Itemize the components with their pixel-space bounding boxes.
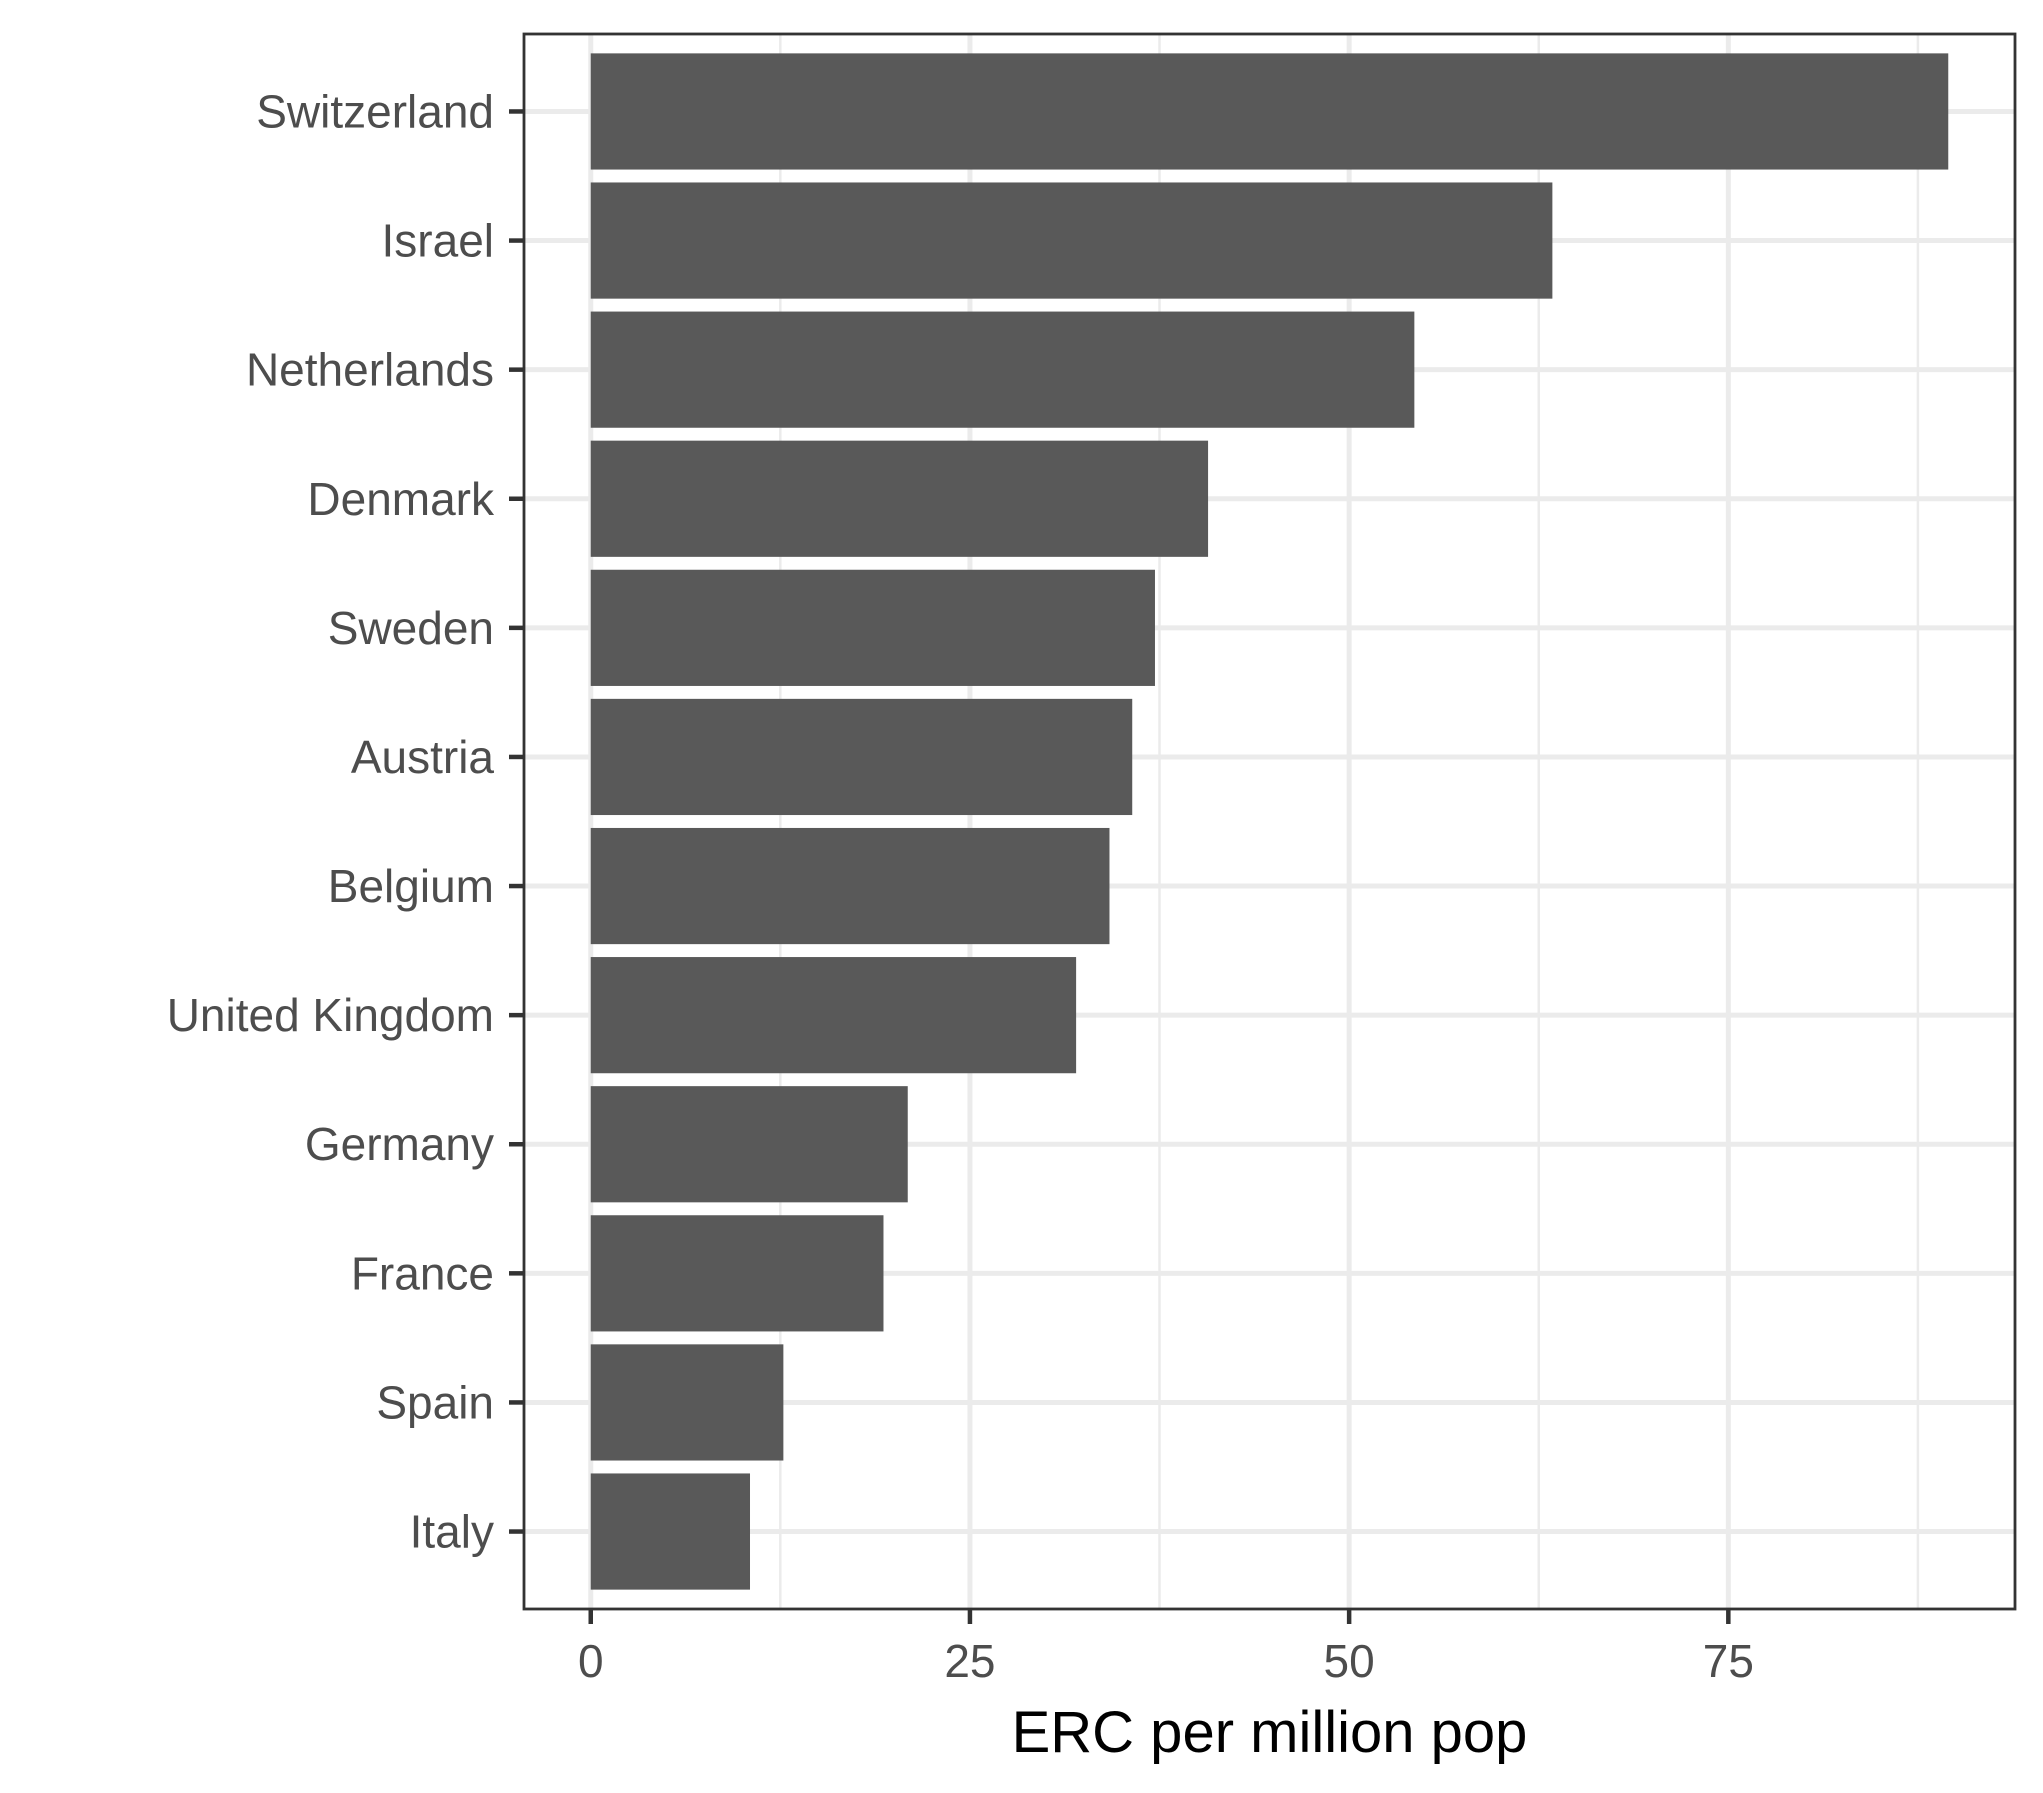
x-tick-label: 75 — [1703, 1635, 1754, 1687]
y-tick-label: Netherlands — [246, 344, 494, 396]
bar — [590, 53, 1949, 170]
y-tick-label: Denmark — [307, 473, 495, 525]
x-tick-label: 0 — [578, 1635, 604, 1687]
y-tick-label: Israel — [382, 215, 494, 267]
bar — [590, 569, 1155, 686]
bar — [590, 1215, 884, 1332]
bar — [590, 698, 1133, 816]
y-axis: Switzerland Israel Netherlands Denmark Swede… — [167, 85, 524, 1558]
x-axis-title: ERC per million pop — [1012, 1700, 1528, 1765]
x-axis: 0 25 50 75 — [578, 1609, 1754, 1687]
bar — [590, 957, 1077, 1074]
y-tick-label: Austria — [351, 731, 495, 783]
bar — [590, 1086, 908, 1203]
y-tick-label: Spain — [376, 1376, 494, 1428]
y-tick-label: Italy — [410, 1506, 494, 1558]
y-tick-label: Sweden — [328, 602, 494, 654]
bar — [590, 827, 1110, 945]
x-tick-label: 50 — [1324, 1635, 1375, 1687]
bar — [590, 1473, 751, 1590]
x-tick-label: 25 — [944, 1635, 995, 1687]
panel-border — [522, 32, 2017, 1611]
y-tick-label: France — [351, 1247, 494, 1299]
bar — [590, 311, 1415, 428]
bars — [590, 53, 1949, 1590]
y-tick-label: Germany — [305, 1118, 494, 1170]
y-tick-label: Belgium — [328, 860, 494, 912]
y-tick-label: Switzerland — [256, 85, 494, 137]
bar — [590, 1344, 784, 1461]
y-tick-label: United Kingdom — [167, 989, 494, 1041]
bar — [590, 182, 1553, 299]
bar — [590, 440, 1209, 557]
